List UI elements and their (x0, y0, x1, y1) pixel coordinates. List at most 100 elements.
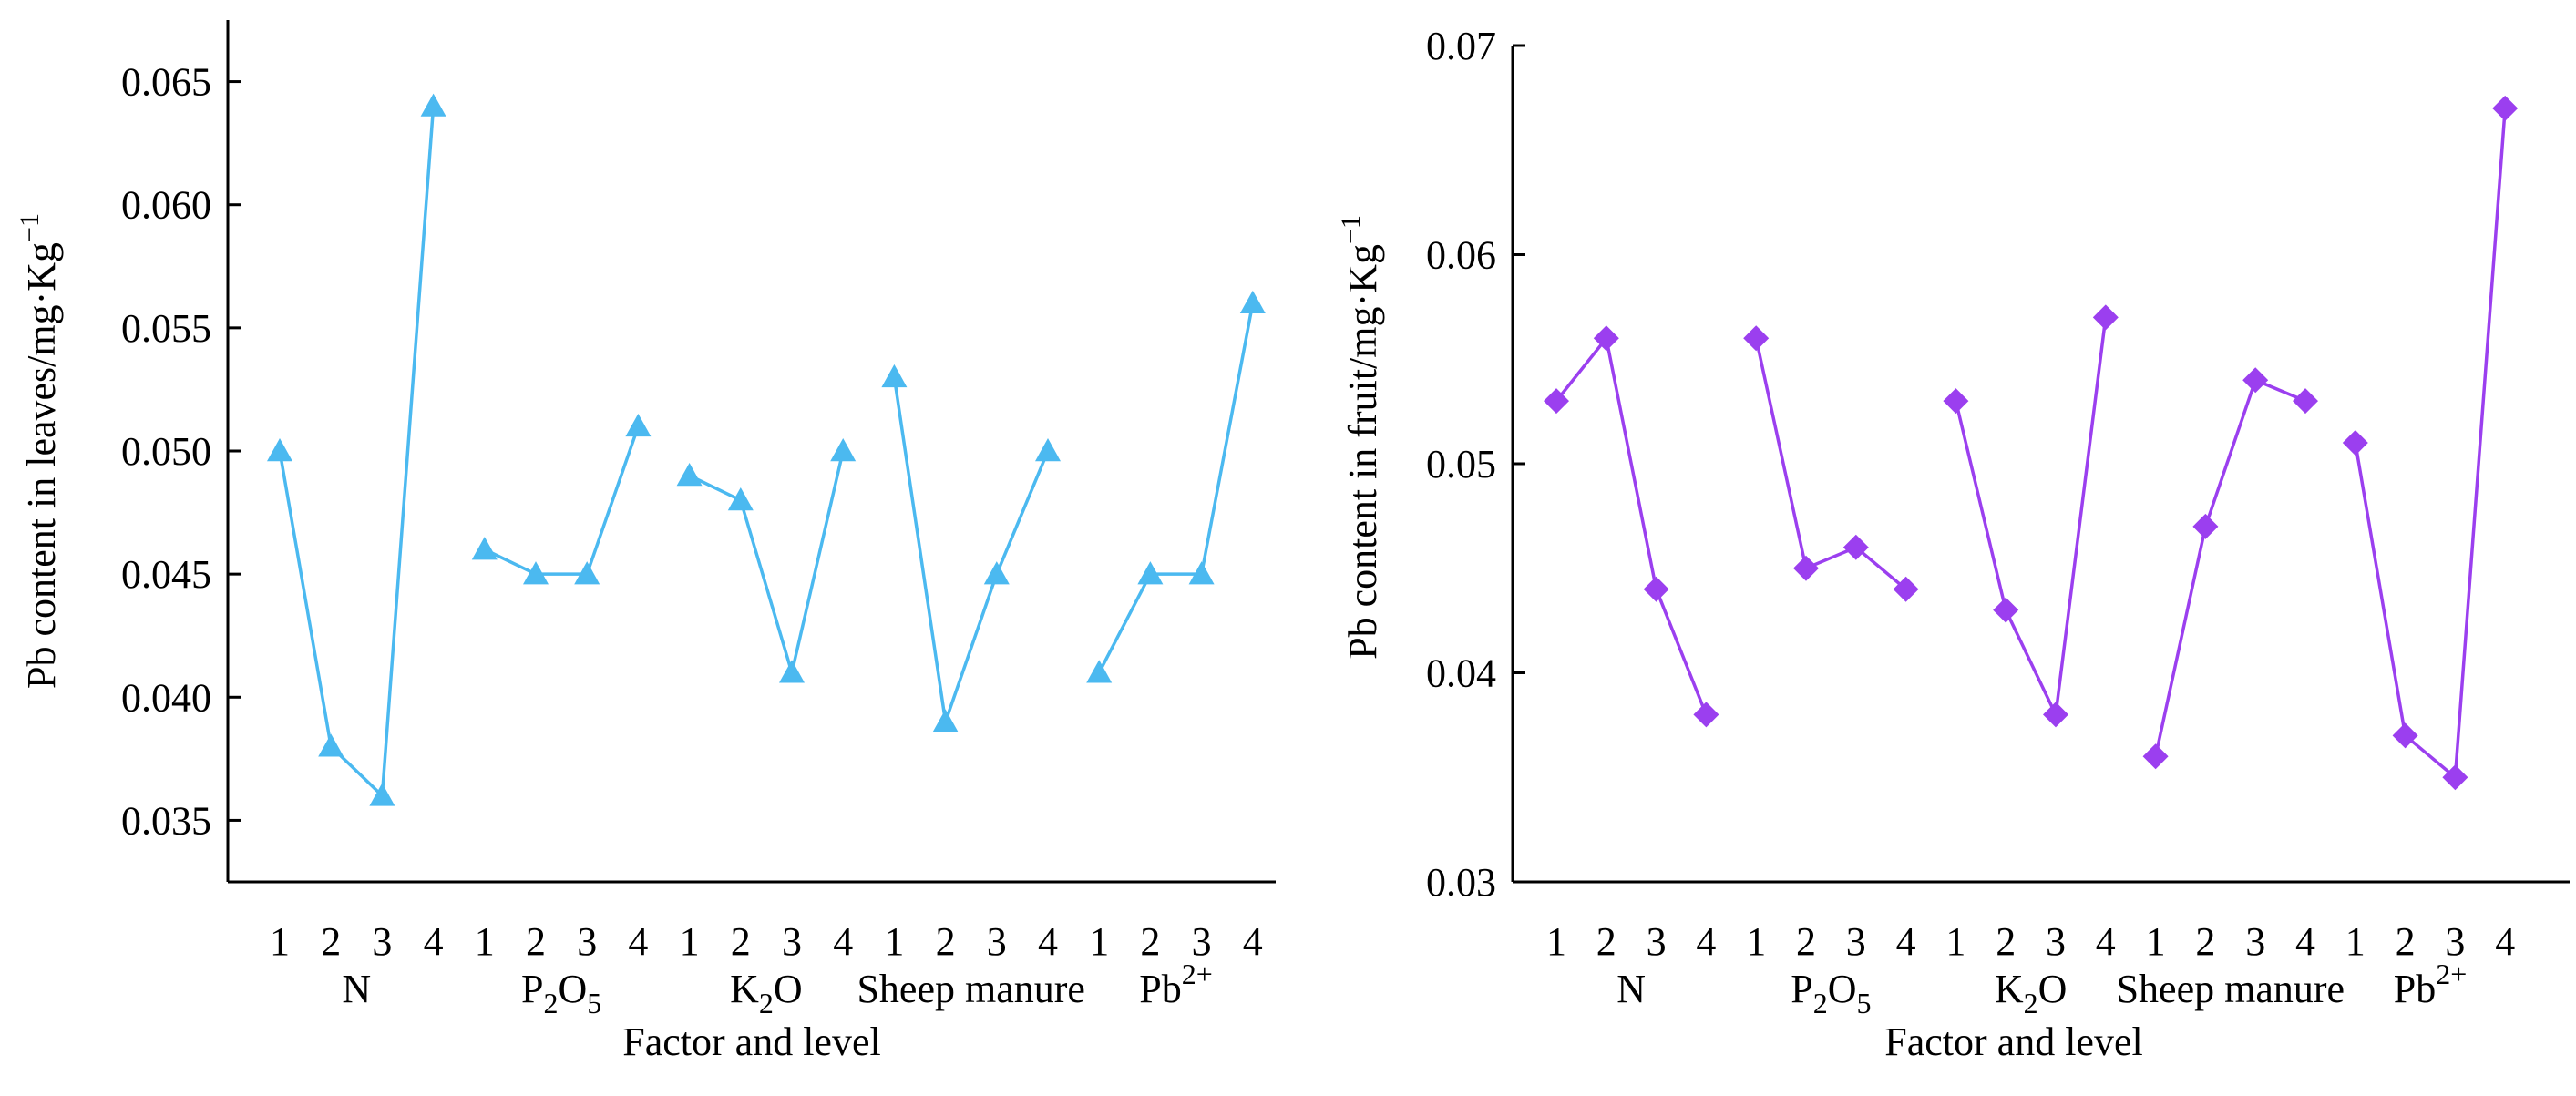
data-point (625, 413, 652, 437)
data-point (1842, 534, 1869, 560)
x-tick-label: 3 (372, 919, 392, 964)
x-tick-label: 3 (1846, 919, 1866, 964)
x-tick-label: 1 (1546, 919, 1566, 964)
y-tick-label: 0.035 (121, 798, 211, 843)
group-label: P2O5 (1791, 967, 1871, 1019)
x-tick-label: 4 (2495, 919, 2515, 964)
group-label: N (1616, 967, 1646, 1011)
x-tick-label: 1 (1089, 919, 1109, 964)
x-tick-label: 3 (577, 919, 597, 964)
x-tick-label: 4 (1243, 919, 1263, 964)
data-point (2092, 304, 2119, 331)
series-line (1954, 317, 2108, 721)
x-tick-label: 4 (424, 919, 444, 964)
group-label: K2O (730, 967, 803, 1019)
group-label: N (342, 967, 371, 1011)
x-tick-label: 2 (2195, 919, 2215, 964)
y-tick-label: 0.055 (121, 306, 211, 351)
y-tick-label: 0.065 (121, 60, 211, 105)
data-point (983, 561, 1010, 585)
x-tick-label: 2 (526, 919, 546, 964)
x-tick-label: 4 (1896, 919, 1916, 964)
data-point (2342, 430, 2368, 456)
x-tick-label: 1 (2345, 919, 2366, 964)
y-tick-label: 0.045 (121, 552, 211, 597)
data-point (2192, 513, 2219, 539)
y-tick-label: 0.040 (121, 675, 211, 720)
y-tick-label: 0.06 (1426, 233, 1496, 278)
x-tick-label: 3 (2245, 919, 2265, 964)
data-point (2242, 367, 2269, 394)
x-tick-label: 4 (833, 919, 853, 964)
series-line (1754, 337, 1907, 591)
data-point (1993, 597, 2019, 623)
group-label: Sheep manure (2117, 967, 2345, 1011)
data-point (1893, 576, 1919, 602)
x-tick-label: 2 (731, 919, 751, 964)
x-tick-label: 3 (2445, 919, 2465, 964)
x-tick-label: 1 (884, 919, 904, 964)
data-point (1793, 555, 1819, 581)
x-axis-title: Factor and level (622, 1019, 880, 1064)
data-point (2392, 722, 2418, 749)
x-tick-label: 4 (2295, 919, 2315, 964)
x-tick-label: 3 (1647, 919, 1667, 964)
y-tick-label: 0.04 (1426, 651, 1496, 696)
data-point (1593, 325, 1619, 352)
series-line (278, 106, 436, 800)
x-tick-label: 2 (321, 919, 341, 964)
data-point (1086, 660, 1113, 683)
group-label: K2O (1995, 967, 2068, 1019)
group-label: Sheep manure (857, 967, 1084, 1011)
data-point (369, 783, 395, 806)
x-tick-label: 3 (782, 919, 802, 964)
series-line (2153, 377, 2306, 757)
data-point (1035, 438, 1061, 462)
data-point (1137, 561, 1164, 585)
data-point (523, 561, 549, 585)
data-point (1188, 561, 1215, 585)
x-tick-label: 1 (1746, 919, 1766, 964)
data-point (471, 537, 498, 560)
x-tick-label: 3 (1192, 919, 1212, 964)
series-line (1097, 302, 1255, 674)
x-tick-label: 4 (2096, 919, 2116, 964)
series-line (1555, 334, 1709, 716)
data-point (2043, 702, 2068, 728)
data-point (2142, 743, 2169, 770)
series-line (892, 376, 1050, 722)
y-axis-title: Pb content in fruit/mg·Kg−1 (1336, 215, 1385, 660)
x-tick-label: 1 (680, 919, 700, 964)
x-tick-label: 4 (628, 919, 648, 964)
data-point (2492, 95, 2519, 121)
x-tick-label: 2 (1596, 919, 1616, 964)
y-tick-label: 0.060 (121, 183, 211, 228)
data-point (1239, 290, 1266, 314)
x-tick-label: 3 (987, 919, 1007, 964)
chart-1: 0.035 0.040 0.045 0.050 0.055 0.060 0.065 Pb co… (15, 20, 1276, 1064)
x-tick-label: 2 (1996, 919, 2016, 964)
data-point (727, 487, 754, 511)
y-tick-label: 0.07 (1426, 24, 1496, 68)
x-tick-label: 4 (1696, 919, 1716, 964)
x-tick-label: 3 (2046, 919, 2066, 964)
y-axis-title: Pb content in leaves/mg·Kg−1 (15, 213, 64, 689)
x-tick-label: 1 (475, 919, 495, 964)
data-point (2293, 388, 2318, 415)
x-tick-label: 4 (1038, 919, 1058, 964)
data-point (676, 463, 703, 487)
data-point (267, 438, 292, 462)
y-tick-label: 0.050 (121, 429, 211, 474)
data-point (881, 364, 908, 388)
series-line (484, 425, 641, 576)
chart-2: 0.03 0.04 0.05 0.06 0.07 Pb content in fruit/… (1336, 24, 2570, 1064)
data-point (932, 709, 959, 732)
y-tick-label: 0.03 (1426, 860, 1496, 905)
group-label: Pb2+ (2394, 958, 2468, 1011)
data-point (318, 733, 344, 757)
x-tick-label: 1 (270, 919, 290, 964)
x-tick-label: 2 (1140, 919, 1160, 964)
x-tick-label: 2 (2396, 919, 2416, 964)
data-point (420, 93, 446, 117)
